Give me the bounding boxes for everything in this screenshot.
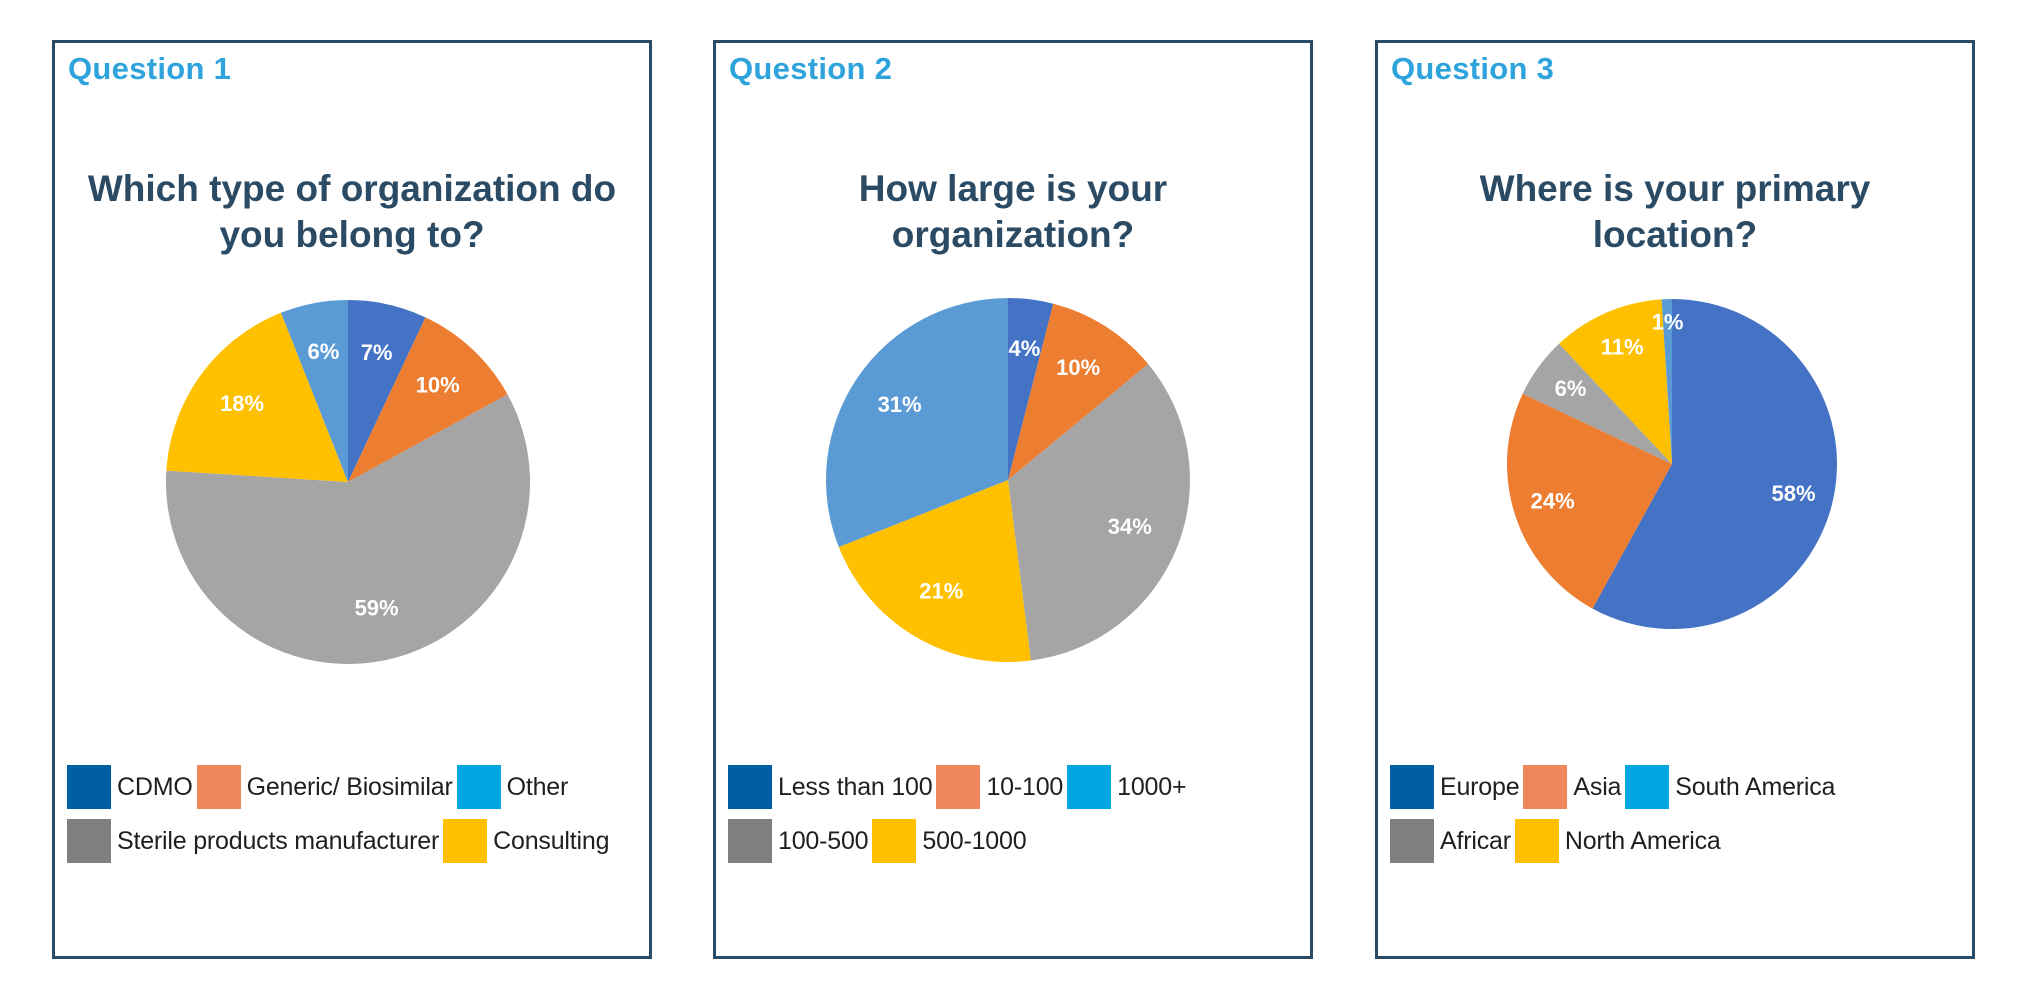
pie-slice-generic-biosimilar — [348, 317, 508, 482]
pie-slice-south-america — [1661, 299, 1672, 464]
legend-row-1: Europe Asia South America — [1390, 765, 1839, 809]
legend-item-other: Other — [456, 765, 569, 809]
data-label-cdmo: 7% — [361, 340, 393, 365]
legend-item-less-than-100: Less than 100 — [728, 765, 933, 809]
data-label-other: 6% — [308, 339, 340, 364]
legend-item-1000: 1000+ — [1067, 765, 1187, 809]
pie-slice-100-500 — [1008, 363, 1190, 661]
legend-item-south-america: South America — [1625, 765, 1835, 809]
legend-swatch — [1390, 765, 1434, 809]
legend-label: Consulting — [493, 826, 610, 855]
legend-item-africar: Africar — [1390, 819, 1511, 863]
question-title: How large is your organization? — [858, 168, 1168, 255]
legend-swatch — [1514, 819, 1559, 863]
legend-item-north-america: North America — [1514, 819, 1721, 863]
pie-slice-north-america — [1559, 299, 1672, 464]
legend-item-generic-biosimilar: Generic/ Biosimilar — [196, 765, 453, 809]
data-label-sterile-products-manufacturer: 59% — [355, 596, 399, 621]
legend-swatch — [1067, 765, 1112, 809]
pie-slice-1000 — [825, 298, 1008, 547]
legend-row-2: Africar North America — [1390, 819, 1725, 863]
pie-slice-10-100 — [1008, 303, 1149, 480]
legend-row-1: CDMO Generic/ Biosimilar Other — [67, 765, 572, 809]
legend-label: 100-500 — [778, 826, 869, 855]
legend-swatch — [936, 765, 981, 809]
legend-swatch — [67, 765, 111, 809]
pie-chart: 4% 10% 34% 21% 31% — [825, 298, 1190, 662]
legend-swatch — [1625, 765, 1670, 809]
legend-item-sterile-products-manufacturer: Sterile products manufacturer — [67, 819, 439, 863]
pie-slice-europe — [1592, 299, 1838, 629]
pie-slice-less-than-100 — [1008, 298, 1054, 480]
data-label-asia: 24% — [1531, 489, 1575, 514]
legend-item-consulting: Consulting — [443, 819, 609, 863]
legend-label: Less than 100 — [778, 772, 933, 801]
pie-chart: 58% 24% 6% 11% 1% — [1506, 299, 1838, 629]
legend-label: Africar — [1440, 826, 1511, 855]
legend-label: Sterile products manufacturer — [117, 826, 440, 855]
question-title: Where is your primary location? — [1479, 168, 1871, 255]
pie-slice-africar — [1522, 343, 1672, 464]
pie-chart: 7% 10% 59% 18% 6% — [166, 300, 531, 664]
legend-swatch — [872, 819, 917, 863]
legend-label: South America — [1675, 772, 1836, 801]
survey-panel-question-2: Question 2 How large is your organizatio… — [713, 40, 1313, 959]
legend-label: 1000+ — [1117, 772, 1187, 801]
pie-slice-cdmo — [348, 300, 426, 482]
data-label-consulting: 18% — [220, 391, 264, 416]
legend-item-500-1000: 500-1000 — [872, 819, 1027, 863]
question-label: Question 1 — [68, 51, 232, 86]
legend-swatch — [67, 819, 111, 863]
legend-label: CDMO — [117, 772, 193, 801]
legend-item-100-500: 100-500 — [728, 819, 869, 863]
pie-slice-other — [281, 300, 348, 482]
data-label-500-1000: 21% — [919, 579, 963, 604]
legend-item-europe: Europe — [1390, 765, 1520, 809]
legend-swatch — [1523, 765, 1568, 809]
data-label-less-than-100: 4% — [1009, 336, 1041, 361]
data-label-100-500: 34% — [1108, 514, 1152, 539]
survey-panel-question-1: Question 1 Which type of organization do… — [52, 40, 652, 959]
data-label-africar: 6% — [1555, 376, 1587, 401]
question-label: Question 3 — [1391, 51, 1555, 86]
data-label-generic-biosimilar: 10% — [416, 372, 460, 397]
legend-swatch — [1390, 819, 1434, 863]
data-label-north-america: 11% — [1601, 335, 1644, 360]
legend-label: Europe — [1440, 772, 1520, 801]
survey-panel-question-3: Question 3 Where is your primary locatio… — [1375, 40, 1975, 959]
legend-row-1: Less than 100 10-100 1000+ — [728, 765, 1190, 809]
pie-slice-asia — [1506, 393, 1672, 609]
legend-swatch — [728, 819, 772, 863]
legend-label: 10-100 — [986, 772, 1064, 801]
legend-swatch — [196, 765, 241, 809]
pie-slice-consulting — [166, 312, 348, 482]
legend-row-2: 100-500 500-1000 — [728, 819, 1030, 863]
question-label: Question 2 — [729, 51, 893, 86]
question-title: Which type of organization do you belong… — [87, 168, 617, 255]
legend-swatch — [728, 765, 772, 809]
legend-label: Asia — [1573, 772, 1622, 801]
data-label-europe: 58% — [1771, 481, 1815, 506]
data-label-10-100: 10% — [1056, 355, 1100, 380]
legend-label: 500-1000 — [922, 826, 1027, 855]
legend-item-asia: Asia — [1523, 765, 1621, 809]
legend-swatch — [456, 765, 501, 809]
legend-label: Other — [506, 772, 569, 801]
legend-swatch — [443, 819, 488, 863]
data-label-south-america: 1% — [1652, 310, 1684, 335]
legend-label: Generic/ Biosimilar — [246, 772, 453, 801]
pie-slice-500-1000 — [838, 480, 1031, 662]
pie-slice-sterile-products-manufacturer — [166, 394, 531, 664]
legend-item-10-100: 10-100 — [936, 765, 1063, 809]
legend-row-2: Sterile products manufacturer Consulting — [67, 819, 613, 863]
data-label-1000: 31% — [878, 392, 922, 417]
legend-item-cdmo: CDMO — [67, 765, 193, 809]
legend-label: North America — [1564, 826, 1721, 855]
